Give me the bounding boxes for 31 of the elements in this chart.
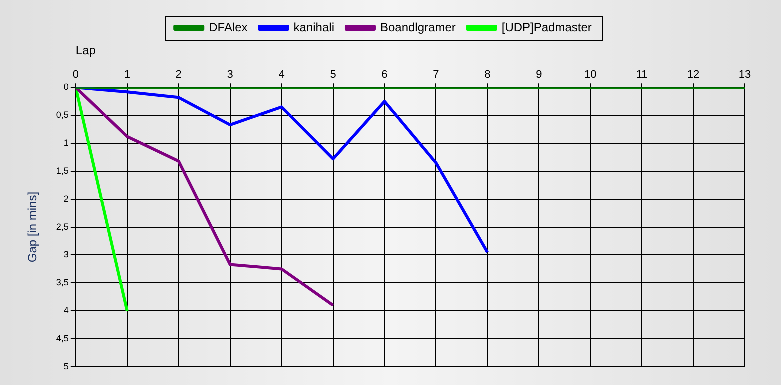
x-tick-label: 8 <box>484 69 491 82</box>
y-tick-label: 2 <box>64 194 69 204</box>
x-tick-label: 13 <box>738 69 752 82</box>
y-tick-label: 0 <box>64 82 69 92</box>
x-tick-label: 1 <box>124 69 130 82</box>
legend-label: [UDP]Padmaster <box>502 20 592 34</box>
y-tick-label: 4 <box>64 306 69 316</box>
legend-label: kanihali <box>294 20 334 34</box>
y-tick-label: 1 <box>64 138 69 148</box>
x-tick-label: 0 <box>72 69 79 82</box>
x-tick-label: 6 <box>382 69 388 82</box>
x-tick-label: 5 <box>330 69 336 82</box>
y-tick-label: 2,5 <box>56 222 69 232</box>
x-tick-label: 10 <box>584 69 597 82</box>
x-tick-label: 3 <box>227 69 234 82</box>
y-tick-label: 5 <box>64 361 69 372</box>
y-tick-label: 3,5 <box>56 278 69 288</box>
x-tick-label: 9 <box>536 69 542 82</box>
x-tick-label: 12 <box>687 69 700 82</box>
x-tick-label: 11 <box>636 69 648 82</box>
legend-label: DFAlex <box>209 20 248 34</box>
x-tick-label: 7 <box>433 69 440 82</box>
legend-label: Boandlgramer <box>380 20 456 34</box>
y-tick-label: 3 <box>64 250 69 260</box>
y-tick-label: 4,5 <box>56 334 69 344</box>
y-tick-label: 1,5 <box>56 166 69 176</box>
y-axis-title: Gap [in mins] <box>26 192 40 263</box>
x-axis-title: Lap <box>76 43 96 58</box>
y-tick-label: 0,5 <box>56 110 69 120</box>
x-tick-label: 4 <box>278 69 285 82</box>
x-tick-label: 2 <box>176 69 182 82</box>
